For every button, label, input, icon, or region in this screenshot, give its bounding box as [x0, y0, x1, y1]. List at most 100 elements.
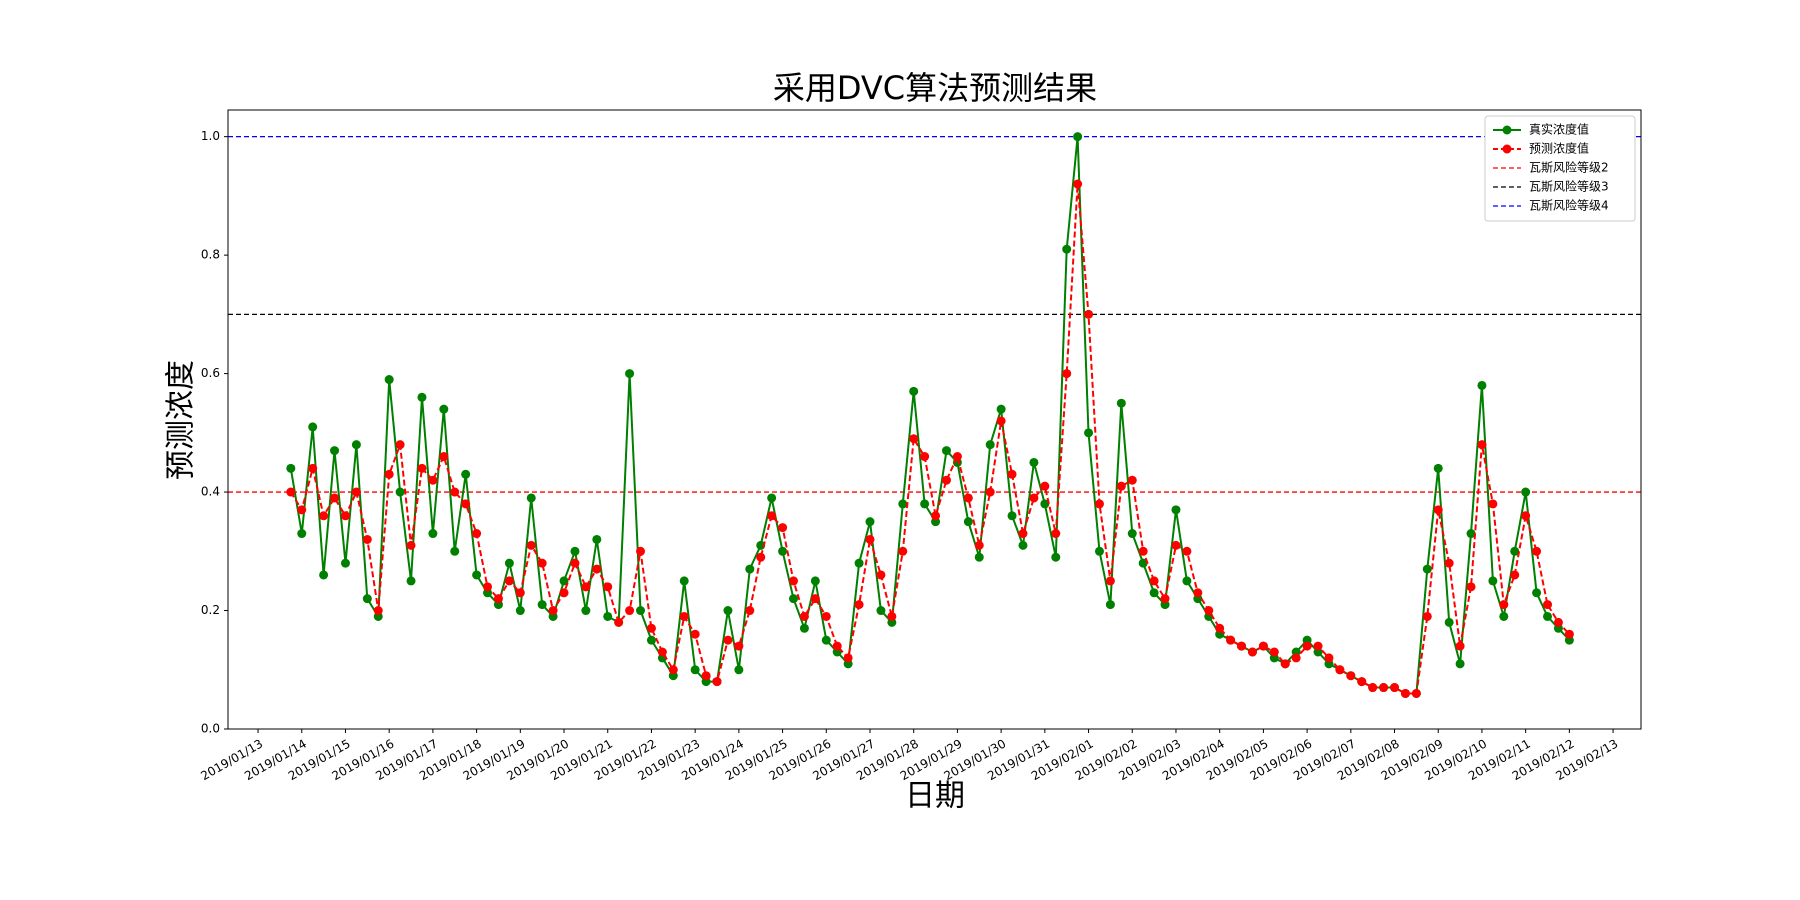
data-point [450, 487, 460, 497]
data-point [668, 665, 678, 675]
data-point [1291, 653, 1301, 663]
data-point [515, 606, 525, 616]
data-point [603, 611, 613, 621]
data-point [1466, 582, 1476, 592]
data-point [646, 623, 656, 633]
data-point [1127, 529, 1137, 539]
y-tick-label: 0.8 [201, 248, 220, 262]
data-point [1226, 635, 1236, 645]
data-point [690, 629, 700, 639]
legend-label: 瓦斯风险等级4 [1529, 198, 1609, 213]
data-point [1258, 641, 1268, 651]
data-point [286, 487, 296, 497]
data-point [1051, 552, 1061, 562]
data-point [1444, 558, 1454, 568]
data-point [1018, 540, 1028, 550]
data-point [974, 552, 984, 562]
data-point [854, 600, 864, 610]
data-point [767, 493, 777, 503]
series-line [289, 136, 1571, 695]
data-point [461, 499, 471, 509]
data-point [723, 606, 733, 616]
data-point [1171, 540, 1181, 550]
data-point [1510, 570, 1520, 580]
data-point [559, 588, 569, 598]
data-point [756, 552, 766, 562]
data-point [974, 540, 984, 550]
data-point [843, 653, 853, 663]
data-point [1422, 611, 1432, 621]
data-point [1073, 132, 1083, 142]
data-point [1455, 641, 1465, 651]
data-point [690, 665, 700, 675]
data-point [592, 564, 602, 574]
data-point [1532, 588, 1542, 598]
data-point [1444, 617, 1454, 627]
data-point [428, 529, 438, 539]
data-point [1532, 546, 1542, 556]
data-point [461, 469, 471, 479]
data-point [1149, 588, 1159, 598]
data-point [286, 463, 296, 473]
data-point [1455, 659, 1465, 669]
data-point [340, 558, 350, 568]
data-point [821, 635, 831, 645]
data-point [985, 440, 995, 450]
plot-area: 0.00.20.40.60.81.02019/01/132019/01/1420… [198, 129, 1641, 783]
data-point [931, 511, 941, 521]
data-point [1499, 600, 1509, 610]
data-point [493, 594, 503, 604]
data-point [1521, 487, 1531, 497]
legend-marker [1502, 144, 1512, 154]
data-point [778, 546, 788, 556]
data-point [1357, 677, 1367, 687]
data-point [614, 617, 624, 627]
data-point [1138, 546, 1148, 556]
data-point [1084, 428, 1094, 438]
data-point [1204, 606, 1214, 616]
y-tick-label: 0.4 [201, 485, 220, 499]
data-point [1247, 647, 1257, 657]
data-point [439, 452, 449, 462]
legend-label: 瓦斯风险等级3 [1529, 179, 1609, 194]
data-point [1488, 576, 1498, 586]
data-point [1543, 600, 1553, 610]
data-point [1094, 499, 1104, 509]
data-point [789, 576, 799, 586]
data-point [1521, 511, 1531, 521]
data-point [515, 588, 525, 598]
data-point [1499, 611, 1509, 621]
data-point [657, 647, 667, 657]
data-point [985, 487, 995, 497]
data-point [362, 534, 372, 544]
data-point [472, 529, 482, 539]
data-point [1477, 440, 1487, 450]
legend-label: 瓦斯风险等级2 [1529, 160, 1609, 175]
data-point [1510, 546, 1520, 556]
data-point [909, 386, 919, 396]
data-point [417, 463, 427, 473]
chart-title: 采用DVC算法预测结果 [773, 69, 1097, 107]
data-point [952, 452, 962, 462]
data-point [395, 440, 405, 450]
data-point [1171, 505, 1181, 515]
data-point [636, 546, 646, 556]
data-point [1116, 398, 1126, 408]
data-point [1237, 641, 1247, 651]
data-point [384, 469, 394, 479]
data-point [570, 546, 580, 556]
series-line [289, 183, 1571, 695]
data-point [734, 665, 744, 675]
data-point [1007, 469, 1017, 479]
legend-marker [1502, 125, 1512, 135]
data-point [308, 463, 318, 473]
data-point [1116, 481, 1126, 491]
data-point [1335, 665, 1345, 675]
data-point [625, 606, 635, 616]
data-point [1433, 463, 1443, 473]
data-point [1105, 600, 1115, 610]
data-point [1368, 683, 1378, 693]
data-point [810, 576, 820, 586]
data-point [559, 576, 569, 586]
y-tick-label: 1.0 [201, 129, 220, 143]
